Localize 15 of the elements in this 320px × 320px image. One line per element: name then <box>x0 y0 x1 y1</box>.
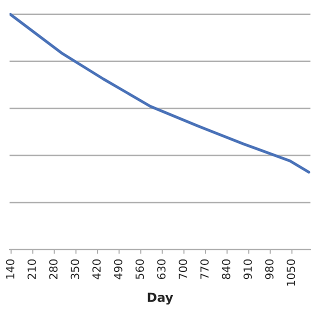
x-tick-label: 1050 <box>286 259 296 286</box>
x-axis-title: Day <box>148 292 174 305</box>
x-tick-label: 770 <box>200 259 209 279</box>
x-tick-label: 490 <box>114 259 122 280</box>
x-tick-label: 700 <box>178 259 188 279</box>
x-tick-label: 560 <box>136 259 144 279</box>
x-tick-label: 840 <box>222 259 230 280</box>
x-tick-label: 910 <box>244 259 252 280</box>
x-tick-label: 980 <box>265 259 274 280</box>
x-tick-label: 350 <box>70 259 80 279</box>
x-tick-label: 280 <box>49 259 58 280</box>
x-tick-label: 630 <box>157 259 166 280</box>
x-tick-label: 210 <box>28 259 36 280</box>
x-tick-label: 420 <box>92 259 101 280</box>
x-tick-label: 140 <box>6 259 14 279</box>
